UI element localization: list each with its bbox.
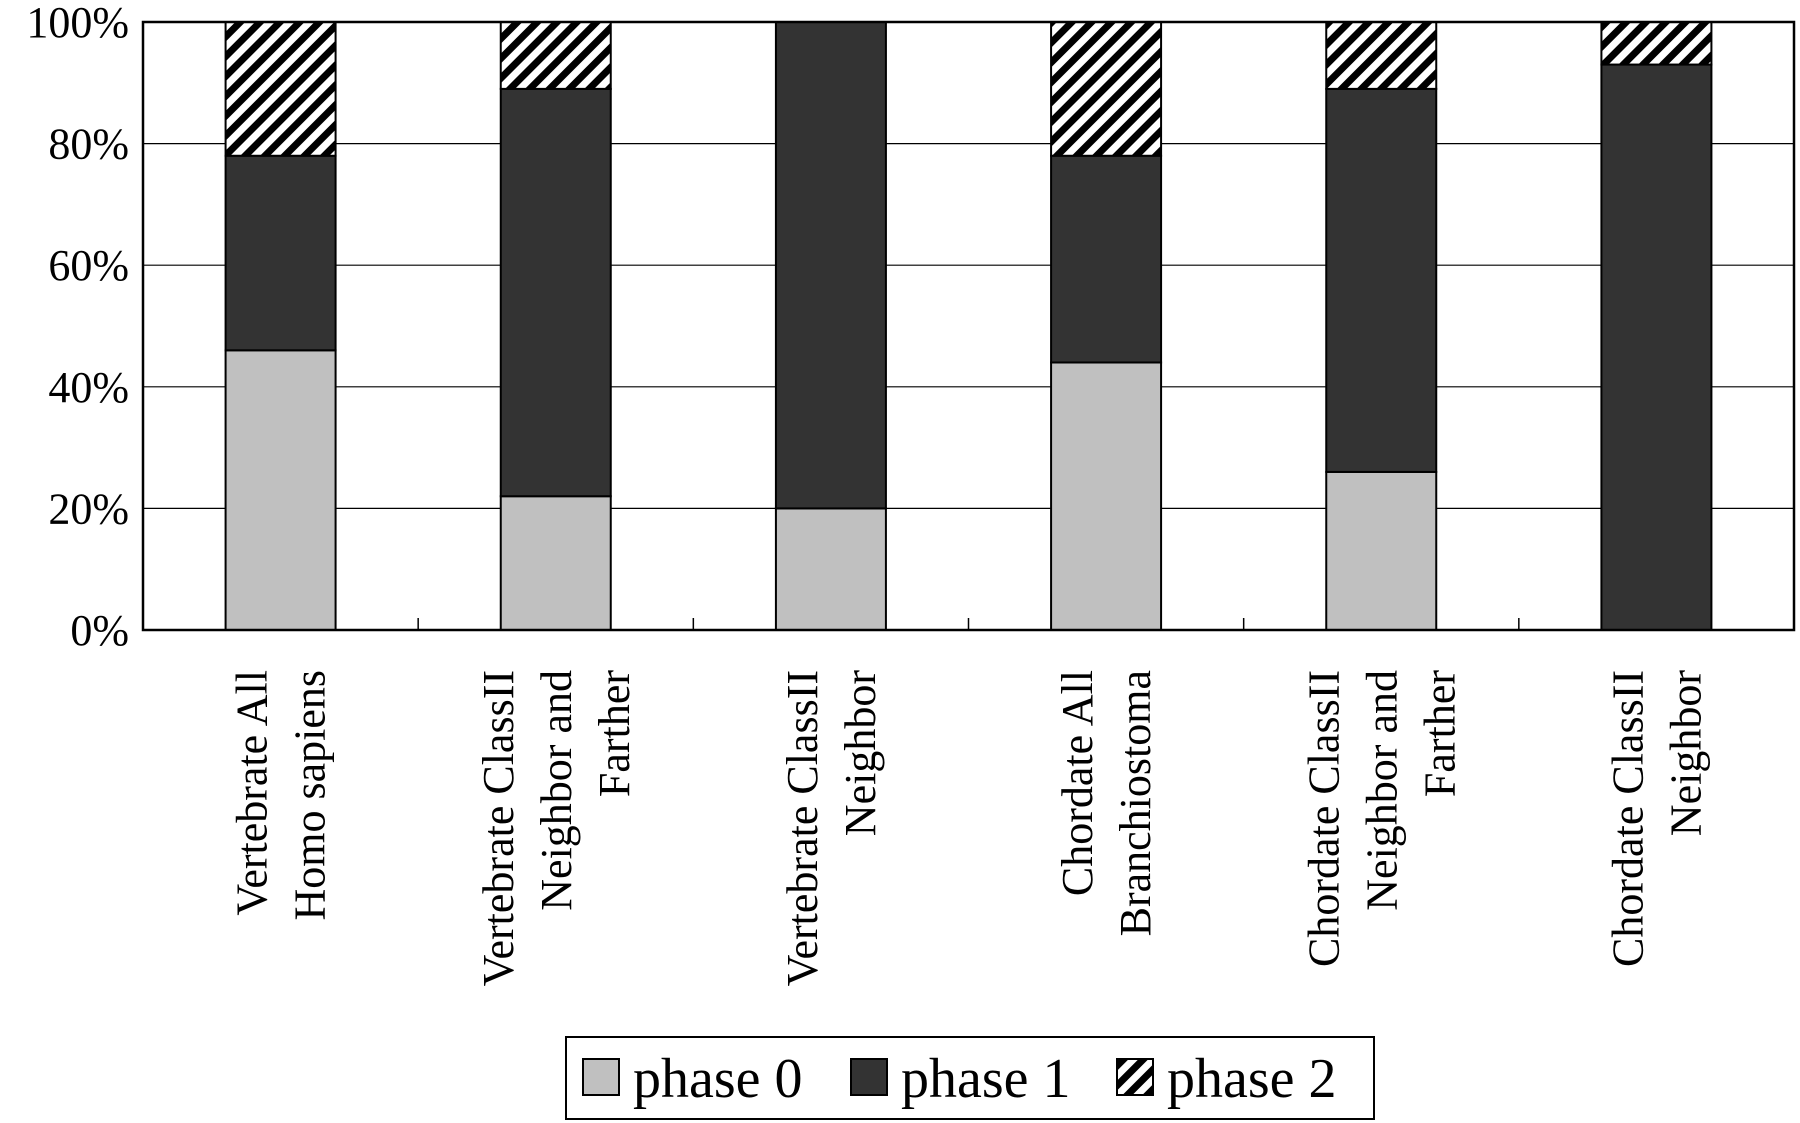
y-tick-label: 60% bbox=[48, 241, 129, 290]
legend-label: phase 2 bbox=[1167, 1048, 1337, 1110]
category-label-line: Neighbor and bbox=[532, 670, 581, 911]
y-tick-label: 80% bbox=[48, 120, 129, 169]
y-tick-label: 0% bbox=[70, 606, 129, 655]
bar-segment-phase-0 bbox=[774, 507, 887, 631]
bar-segment-phase-1 bbox=[1600, 63, 1713, 631]
category-label: Chordate ClassII Neighbor bbox=[1603, 670, 1710, 967]
bars bbox=[224, 21, 1713, 632]
bar-segment-phase-2 bbox=[1325, 21, 1438, 90]
category-label-line: Vertebrate All bbox=[228, 670, 277, 916]
legend-label: phase 0 bbox=[633, 1048, 803, 1110]
category-label: Vertebrate All Homo sapiens bbox=[228, 670, 335, 921]
category-label-line: Farther bbox=[1415, 670, 1464, 797]
bar-segment-phase-0 bbox=[224, 349, 337, 631]
category-label-line: Vertebrate ClassII bbox=[474, 670, 523, 986]
category-label-line: Vertebrate ClassII bbox=[778, 670, 827, 986]
bar-segment-phase-2 bbox=[1600, 21, 1713, 66]
category-label-line: Chordate ClassII bbox=[1603, 670, 1652, 967]
category-label: Chordate All Branchiostoma bbox=[1053, 670, 1160, 936]
category-label-line: Chordate All bbox=[1053, 670, 1102, 896]
bar-segment-phase-1 bbox=[499, 87, 612, 498]
legend-swatch bbox=[1116, 1058, 1154, 1096]
plot-frame bbox=[141, 20, 1796, 632]
bar-segment-phase-2 bbox=[1050, 21, 1163, 157]
legend: phase 0 phase 1 phase 2 bbox=[565, 1036, 1375, 1120]
category-label-line: Neighbor and bbox=[1357, 670, 1406, 911]
category-label-line: Branchiostoma bbox=[1111, 670, 1160, 936]
legend-label: phase 1 bbox=[901, 1048, 1071, 1110]
y-axis-ticks: 0% 20% 40% 60% 80% 100% bbox=[26, 0, 129, 655]
y-tick-label: 100% bbox=[26, 0, 129, 47]
bar-segment-phase-1 bbox=[774, 21, 887, 510]
category-label: Chordate ClassII Neighbor and Farther bbox=[1299, 670, 1464, 967]
bar-segment-phase-2 bbox=[499, 21, 612, 90]
bar-segment-phase-0 bbox=[1325, 470, 1438, 632]
bar-segment-phase-1 bbox=[224, 154, 337, 352]
category-label-line: Homo sapiens bbox=[286, 670, 335, 921]
y-tick-label: 40% bbox=[48, 363, 129, 412]
category-label-line: Chordate ClassII bbox=[1299, 670, 1348, 967]
bar-segment-phase-1 bbox=[1325, 87, 1438, 473]
category-label-line: Neighbor bbox=[1661, 670, 1710, 837]
legend-box bbox=[565, 1036, 1375, 1120]
bar-segment-phase-1 bbox=[1050, 154, 1163, 364]
category-label: Vertebrate ClassII Neighbor and Farther bbox=[474, 670, 639, 987]
grid bbox=[143, 143, 1794, 509]
category-label-line: Farther bbox=[590, 670, 639, 797]
bar-segment-phase-0 bbox=[499, 495, 612, 631]
legend-swatch bbox=[582, 1058, 620, 1096]
y-tick-label: 20% bbox=[48, 484, 129, 533]
category-label-line: Neighbor bbox=[836, 670, 885, 837]
axes bbox=[141, 20, 1796, 632]
category-label: Vertebrate ClassII Neighbor bbox=[778, 670, 885, 987]
x-axis-categories: Vertebrate All Homo sapiens Vertebrate Cla… bbox=[228, 670, 1711, 987]
bar-segment-phase-0 bbox=[1050, 361, 1163, 631]
bar-segment-phase-2 bbox=[224, 21, 337, 157]
legend-swatch bbox=[850, 1058, 888, 1096]
